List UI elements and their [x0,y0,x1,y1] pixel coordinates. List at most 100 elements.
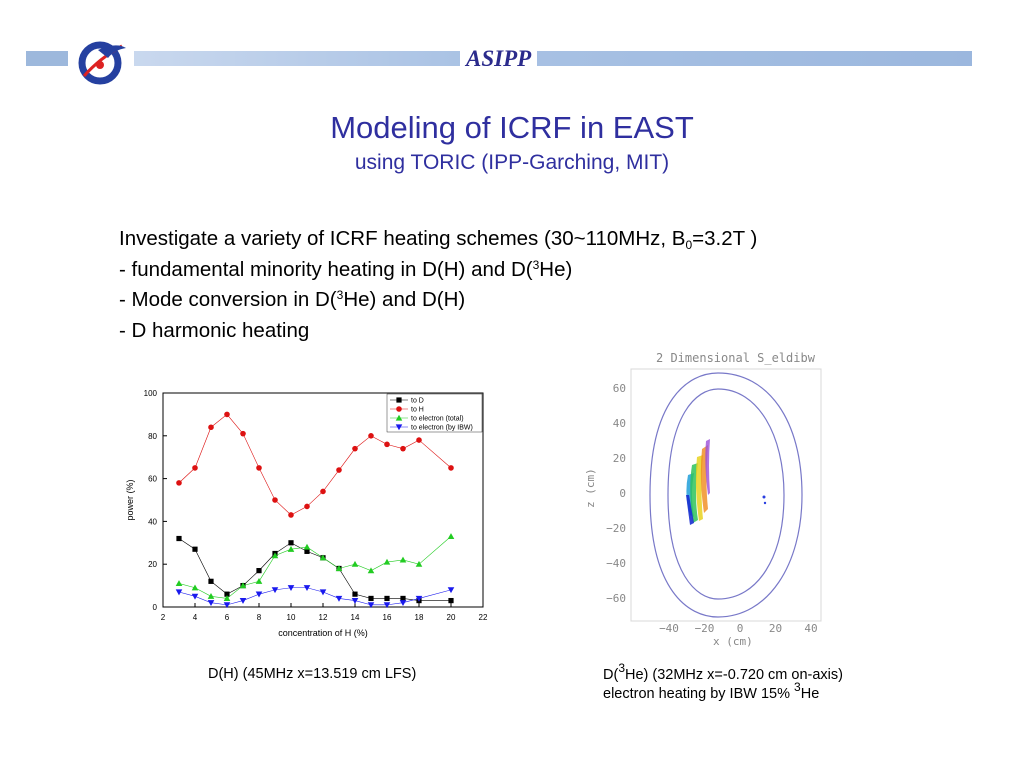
data-point [239,597,247,604]
data-point [383,558,391,565]
data-point [255,578,263,584]
legend-label: to electron (by IBW) [411,425,473,432]
data-point [448,597,454,604]
ibw-power-deposition [686,439,767,525]
contour-frame [630,368,822,622]
contour-y-tick-label: 20 [613,452,626,465]
y-tick-label: 20 [148,560,157,569]
data-point [335,595,343,602]
data-point [287,585,295,592]
data-point [448,465,454,471]
series-to-electron-by-ibw- [175,585,455,609]
contour-y-tick-label: 60 [613,382,626,395]
contour-x-tick-label: 0 [737,622,744,635]
data-point [368,595,374,602]
slide-subtitle: using TORIC (IPP-Garching, MIT) [354,151,670,174]
data-point [287,545,295,552]
x-tick-label: 16 [383,613,392,622]
y-tick-label: 60 [148,475,157,484]
x-tick-label: 6 [225,613,230,622]
contour-ylabel: z (cm) [584,468,597,508]
data-point [207,593,215,599]
data-point [351,597,359,604]
data-point [191,593,199,600]
power-chart: 0 20 40 60 80 100 2 4 6 8 10 12 14 16 18 20 22 concentrat… [125,389,488,638]
data-point [303,543,311,550]
contour-y-tick-label: 40 [613,417,626,430]
asipp-logo-icon [78,41,126,85]
data-point [272,497,278,503]
bullet-4: - D harmonic heating [119,318,310,342]
data-point [240,430,246,437]
series-to-electron-total- [175,533,455,602]
y-tick-label: 40 [148,517,157,526]
series-to-h [176,411,454,518]
data-point [396,397,402,403]
data-point [224,411,230,418]
data-point [351,560,359,567]
data-point [192,465,198,471]
data-point [335,565,343,572]
data-point [319,554,327,561]
data-point [367,567,375,574]
series-to-d [176,535,454,604]
x-tick-label: 22 [479,613,488,622]
y-tick-label: 0 [153,603,158,612]
data-point [415,560,423,567]
contour-title: 2 Dimensional S_eldibw [656,351,816,365]
data-point [395,424,403,431]
legend: to D to H to electron (total) to electron (… [386,393,483,433]
y-axis-label: power (%) [125,479,135,520]
data-point [384,441,390,448]
data-point [416,437,422,443]
data-point [176,480,182,486]
data-point [191,584,199,591]
header-band-left [26,51,68,66]
data-point [352,445,358,452]
series-line [178,536,452,599]
contour-xlabel: x (cm) [713,635,753,648]
series-line [178,587,452,606]
x-tick-label: 14 [351,613,360,622]
data-point [400,445,406,452]
contour-y-tick-label: −60 [606,592,626,605]
data-point [396,406,402,412]
data-point [256,465,262,471]
contour-plot: 2 Dimensional S_eldibw 6040200−20−40−60 … [584,351,822,648]
y-tick-label: 80 [148,432,157,441]
header-band-right [134,51,972,66]
legend-frame [386,393,483,433]
bullet-list: Investigate a variety of ICRF heating sc… [119,224,757,346]
data-point [239,582,247,589]
data-point [319,589,327,596]
bullet-2: - fundamental minority heating in D(H) a… [119,257,573,281]
caption-left: D(H) (45MHz x=13.519 cm LFS) [208,666,417,682]
x-tick-label: 12 [319,613,328,622]
contour-x-tick-label: −40 [659,622,679,635]
data-point [384,595,390,602]
data-point [256,568,262,574]
x-axis-label: concentration of H (%) [278,628,368,638]
data-point [399,600,407,607]
data-point [395,414,403,421]
data-point [176,535,182,542]
legend-label: to H [411,407,424,414]
data-point [383,602,391,609]
data-point [175,589,183,596]
data-point [271,587,279,594]
data-point [352,591,358,597]
data-point [255,591,263,598]
bullet-3: - Mode conversion in D(3He) and D(H) [119,288,466,311]
data-point [207,600,215,607]
data-point [175,580,183,587]
x-tick-label: 2 [161,613,166,622]
contour-x-tick-label: 40 [804,622,817,635]
x-tick-label: 8 [257,613,262,622]
data-point [271,552,279,559]
data-point [447,533,455,539]
data-point [336,467,342,473]
contour-x-tick-label: −20 [695,622,715,635]
data-point [208,424,214,431]
data-point [415,595,423,602]
contour-y-tick-label: −20 [606,522,626,535]
